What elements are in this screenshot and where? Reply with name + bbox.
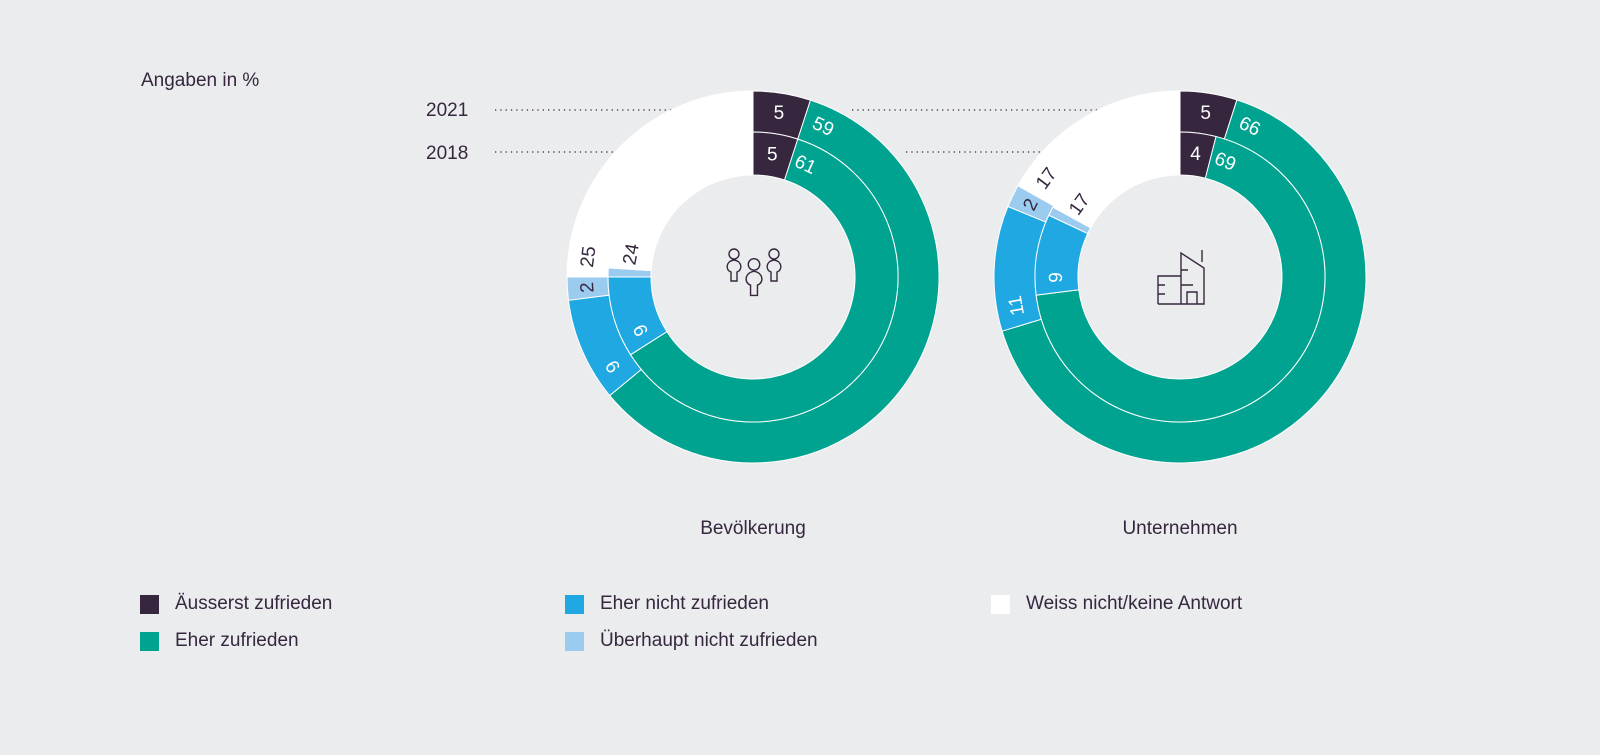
legend-label: Eher nicht zufrieden [600,593,769,614]
chart-title-bevoelkerung: Bevölkerung [700,518,806,539]
data-label: 24 [619,242,644,267]
legend-item: Überhaupt nicht zufrieden [565,630,818,652]
data-label: 4 [1190,144,1201,165]
data-label: 25 [577,245,600,269]
donut-segment [629,138,899,423]
legend-label: Eher zufrieden [175,630,299,651]
data-label: 5 [1200,103,1211,124]
data-label: 5 [767,145,778,166]
legend-swatch [140,594,159,614]
legend-swatch [565,594,584,614]
year-label-2018: 2018 [426,143,469,164]
building-icon [1157,250,1205,305]
legend-swatch [565,631,584,651]
legend-swatch [140,631,159,651]
legend-item: Eher zufrieden [140,630,299,652]
unit-label: Angaben in % [141,70,260,91]
data-label: 9 [1046,272,1067,283]
donut-segment [607,131,754,272]
chart-title-unternehmen: Unternehmen [1122,518,1238,539]
legend-label: Überhaupt nicht zufrieden [600,630,818,651]
legend-item: Eher nicht zufrieden [565,593,769,615]
donut-segment [1052,131,1181,229]
legend-swatch [991,594,1010,614]
data-label: 11 [1005,294,1029,317]
data-label: 5 [774,103,785,124]
legend-item: Äusserst zufrieden [140,593,332,615]
year-label-2021: 2021 [426,100,469,121]
legend-item: Weiss nicht/keine Antwort [991,593,1242,615]
legend-label: Weiss nicht/keine Antwort [1026,593,1243,614]
data-label: 2 [577,281,599,293]
legend-label: Äusserst zufrieden [175,593,333,614]
people-icon [726,248,782,297]
donut-segment [1035,135,1326,423]
